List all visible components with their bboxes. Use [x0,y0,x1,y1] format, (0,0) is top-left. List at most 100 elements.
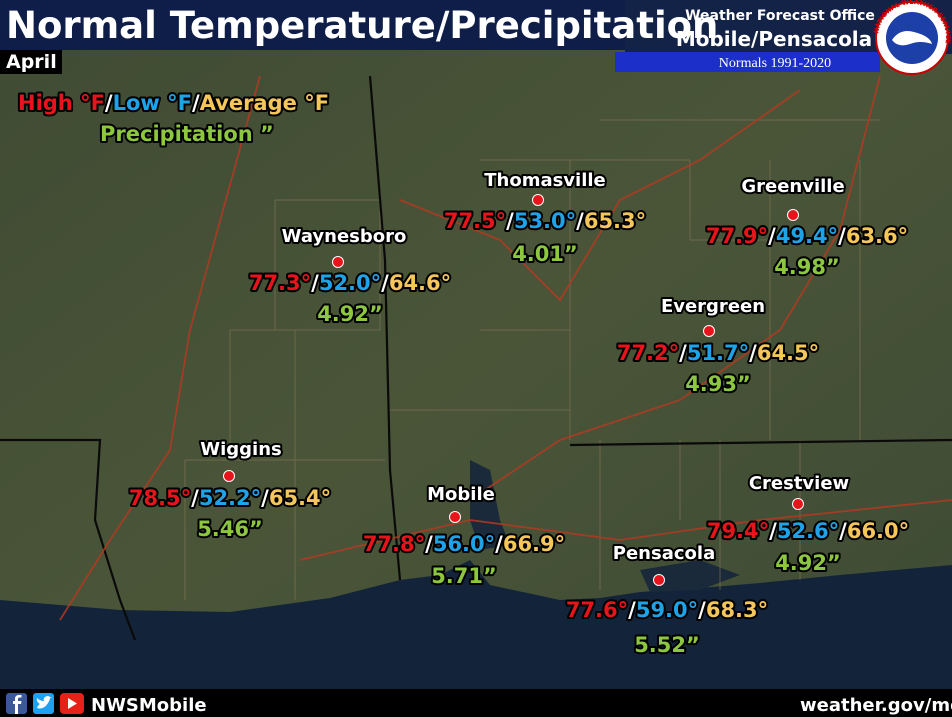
city-name: Evergreen [661,296,765,317]
high-temp: 77.9° [706,224,768,248]
month-bar [0,50,62,74]
separator: / [628,598,636,622]
city-temperatures: 77.8°/56.0°/66.9° [363,532,565,556]
title-bar [0,0,625,50]
city-marker [792,498,804,510]
average-temp: 65.4° [269,486,331,510]
city-temperatures: 79.4°/52.6°/66.0° [707,519,909,543]
city-temperatures: 77.9°/49.4°/63.6° [706,224,908,248]
precipitation: 5.52” [634,633,700,657]
roads [59,75,952,621]
precipitation: 4.01” [512,242,578,266]
month: April [6,51,57,73]
nws-logo: NATIONAL WEATHER SERVICE [872,0,952,75]
title: Normal Temperature/Precipitation [6,4,718,47]
footer-website: weather.gov/mob [800,695,952,716]
footer-bar [0,689,952,717]
city-name: Mobile [427,484,495,505]
footer-handle: NWSMobile [91,695,207,716]
social-icons [6,693,84,714]
average-temp: 63.6° [846,224,908,248]
gulf-water [0,560,952,717]
legend-high: High °F [18,91,105,115]
low-temp: 53.0° [514,209,576,233]
county-lines [184,119,880,600]
low-temp: 56.0° [433,532,495,556]
legend-separator: / [105,91,113,115]
normals-bar [615,52,880,72]
separator: / [191,486,199,510]
office-line1: Weather Forecast Office [685,8,875,24]
separator: / [576,209,584,233]
city-marker [449,511,461,523]
separator: / [769,519,777,543]
precipitation: 4.92” [317,302,383,326]
precipitation: 5.71” [431,564,497,588]
average-temp: 64.6° [389,271,451,295]
youtube-glyph [68,698,77,709]
state-lines [0,75,952,641]
precipitation: 4.92” [775,551,841,575]
city-marker [532,194,544,206]
facebook-glyph [13,695,22,714]
low-temp: 52.2° [199,486,261,510]
city-marker [332,256,344,268]
average-temp: 64.5° [757,341,819,365]
city-name: Greenville [741,176,844,197]
pensacola-bay [640,560,740,592]
city-temperatures: 77.6°/59.0°/68.3° [566,598,768,622]
city-marker [787,209,799,221]
city-name: Wiggins [200,439,282,460]
legend-average: Average °F [200,91,329,115]
city-labels: Thomasville77.5°/53.0°/65.3°4.01”Greenvi… [127,168,911,659]
low-temp: 52.0° [319,271,381,295]
city-name: Waynesboro [282,226,407,247]
average-temp: 65.3° [584,209,646,233]
city-name: Crestview [749,473,849,494]
legend-low: Low °F [113,91,192,115]
high-temp: 77.6° [566,598,628,622]
average-temp: 66.0° [847,519,909,543]
legend-separator: / [192,91,200,115]
separator: / [698,598,706,622]
separator: / [749,341,757,365]
precipitation: 4.93” [685,372,751,396]
separator: / [768,224,776,248]
legend-precipitation-text: Precipitation ” [100,122,274,146]
high-temp: 77.2° [617,341,679,365]
city-marker [223,470,235,482]
high-temp: 78.5° [129,486,191,510]
high-temp: 77.5° [444,209,506,233]
separator: / [495,532,503,556]
average-temp: 68.3° [706,598,768,622]
legend-precipitation: Precipitation ” [100,122,274,146]
separator: / [261,486,269,510]
city-marker [703,325,715,337]
legend-temperature: High °F/Low °F/Average °F [18,91,329,115]
office-line2: Mobile/Pensacola [676,27,872,51]
separator: / [838,224,846,248]
high-temp: 77.3° [249,271,311,295]
twitter-glyph [36,696,52,709]
precipitation: 5.46” [197,517,263,541]
average-temp: 66.9° [503,532,565,556]
city-temperatures: 78.5°/52.2°/65.4° [129,486,331,510]
separator: / [839,519,847,543]
city-marker [653,574,665,586]
city-name: Thomasville [484,170,606,191]
mobile-bay [470,460,510,550]
low-temp: 49.4° [776,224,838,248]
precipitation: 4.98” [774,255,840,279]
separator: / [425,532,433,556]
city-temperatures: 77.3°/52.0°/64.6° [249,271,451,295]
city-temperatures: 77.5°/53.0°/65.3° [444,209,646,233]
normals-text: Normals 1991-2020 [719,56,831,71]
low-temp: 51.7° [687,341,749,365]
city-temperatures: 77.2°/51.7°/64.5° [617,341,819,365]
city-name: Pensacola [613,543,715,564]
high-temp: 77.8° [363,532,425,556]
low-temp: 52.6° [777,519,839,543]
separator: / [506,209,514,233]
low-temp: 59.0° [636,598,698,622]
